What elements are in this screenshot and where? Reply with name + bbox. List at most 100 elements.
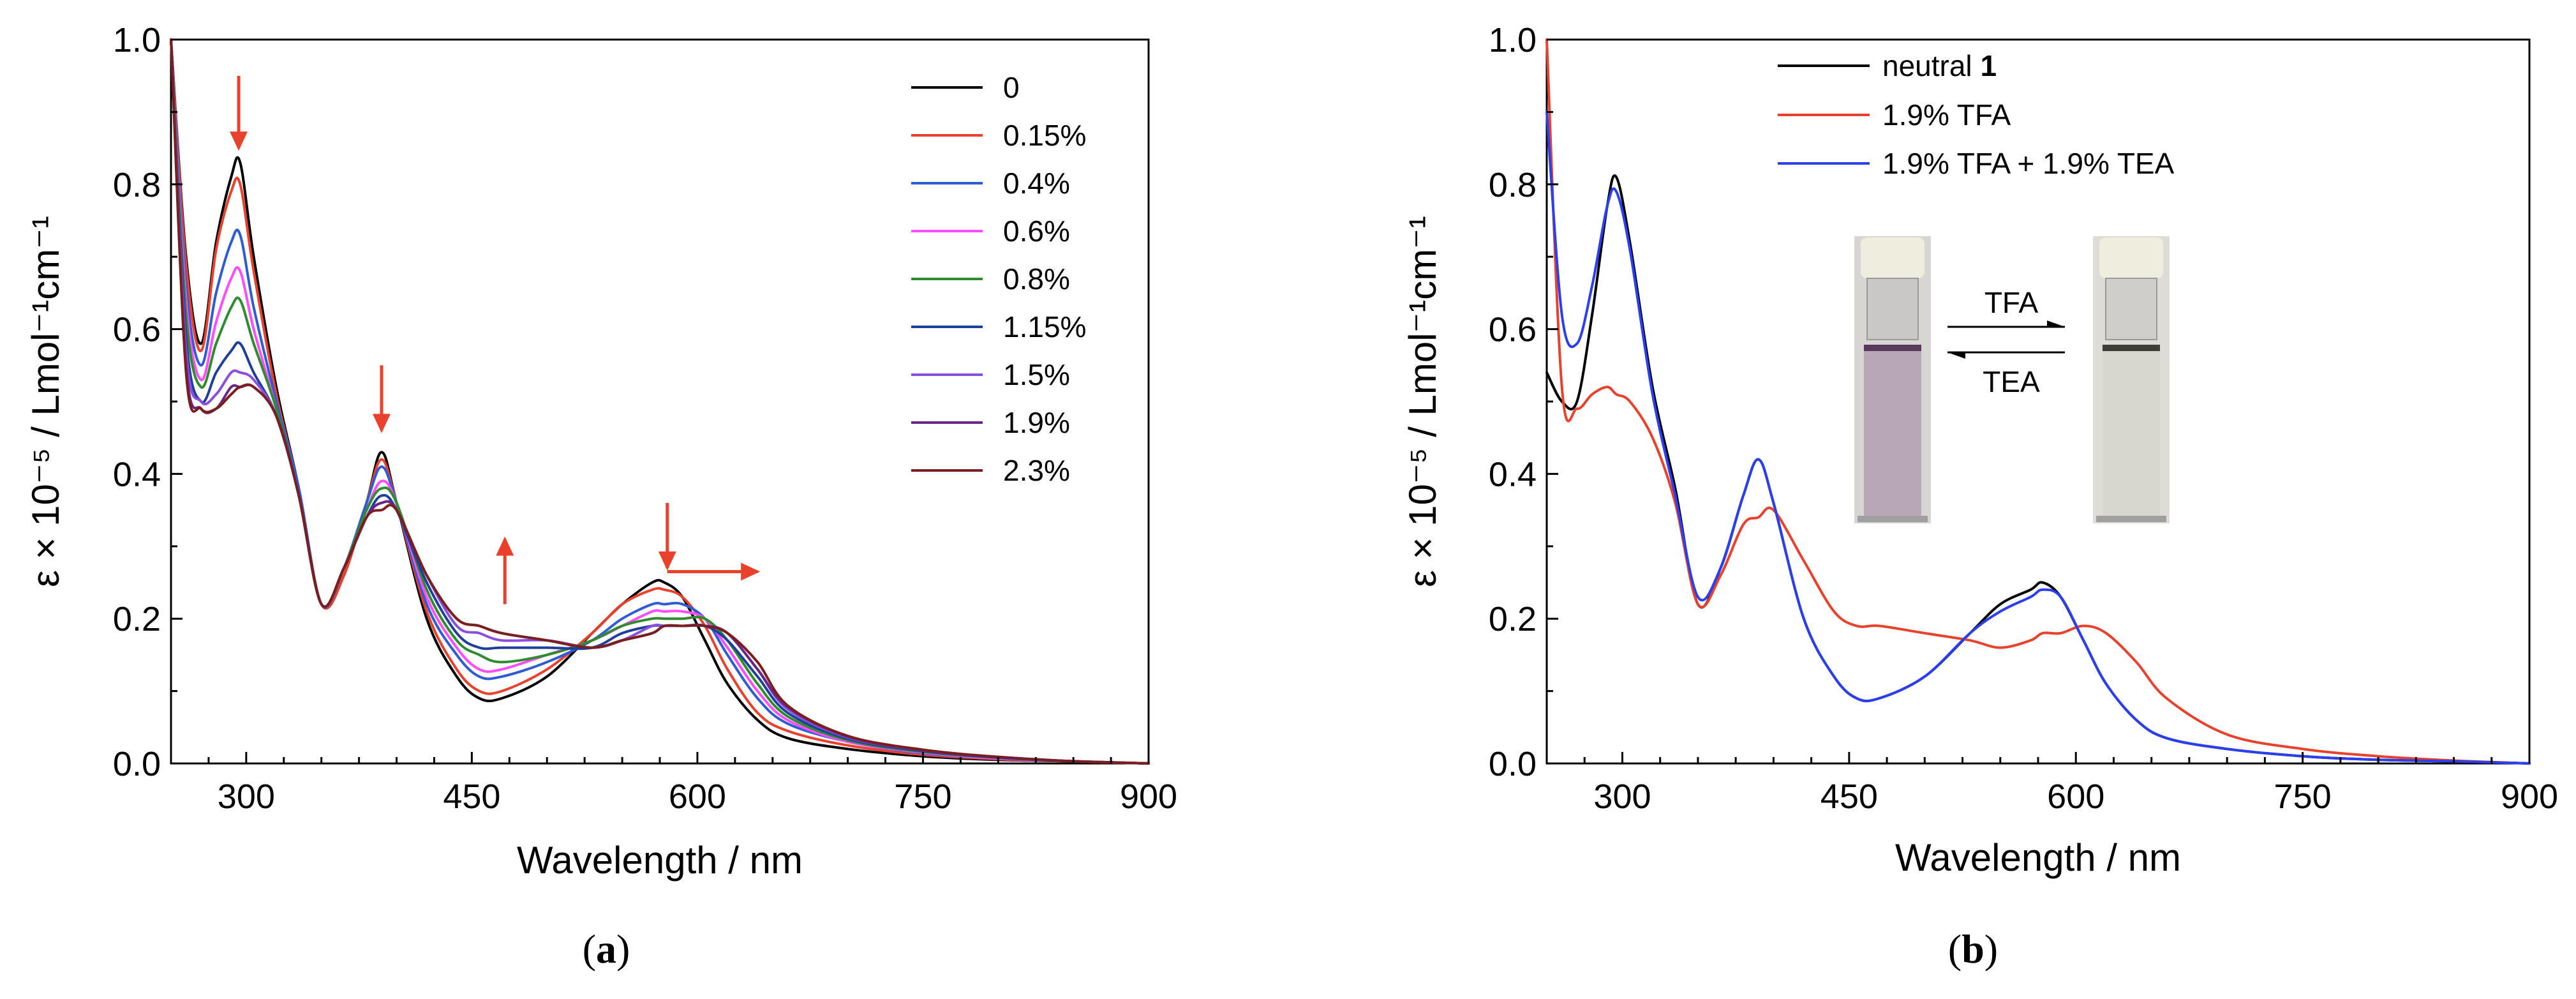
panel-b-y-ticks: 0.0 0.2 0.4 0.6 0.8 1.0	[1489, 21, 1558, 783]
panel-b-y-tick-label: 0.4	[1489, 455, 1537, 493]
legend-item: 1.5%	[911, 358, 1070, 391]
cuvette-left-cap	[1861, 237, 1925, 278]
panel-b-y-tick-label: 0.8	[1489, 166, 1537, 204]
panel-a-series-line	[170, 38, 1150, 765]
panel-b-y-tick-label: 1.0	[1489, 21, 1537, 59]
panel-a-arrows	[230, 75, 761, 605]
backward-reagent-label: TEA	[1983, 365, 2040, 398]
panel-a-annotation-arrow-head-icon	[658, 551, 676, 571]
panel-b-x-tick-label: 900	[2501, 777, 2558, 816]
panel-a-series-line	[170, 38, 1150, 765]
legend-label: 0.8%	[1003, 262, 1070, 296]
panel-a-y-tick-label: 0.8	[113, 166, 161, 204]
panel-a-y-tick-label: 0.0	[113, 745, 161, 783]
panel-b-series-line	[1545, 174, 2531, 765]
panel-a-legend: 0 0.15% 0.4% 0.6% 0.8% 1.15%	[911, 71, 1086, 487]
cuvette-left-meniscus	[1864, 345, 1921, 351]
panel-b-series-line	[1545, 38, 2531, 765]
legend-item: 1.15%	[911, 310, 1086, 343]
legend-item: 1.9% TFA	[1778, 98, 2011, 131]
panel-a-series-line	[170, 38, 1150, 765]
legend-item: neutral 1	[1778, 49, 1997, 82]
legend-label: 1.15%	[1003, 310, 1086, 343]
legend-label: 0.6%	[1003, 214, 1070, 248]
panel-a-x-tick-label: 600	[669, 777, 726, 816]
legend-item: 2.3%	[911, 454, 1070, 487]
panel-a-annotation-arrow-head-icon	[741, 562, 761, 581]
cuvette-right-base	[2096, 516, 2166, 522]
cuvette-right	[2093, 236, 2170, 523]
panel-a-x-tick-label: 900	[1120, 777, 1177, 816]
panel-b-x-tick-label: 450	[1820, 777, 1878, 816]
cuvette-right-neck	[2105, 278, 2157, 340]
panel-a-y-axis-title: ε × 10⁻⁵ / Lmol⁻¹cm⁻¹	[24, 216, 67, 587]
legend-label: 1.5%	[1003, 358, 1070, 391]
legend-item: 1.9% TFA + 1.9% TEA	[1778, 147, 2175, 180]
panel-a-frame	[170, 38, 1150, 765]
panel-a-series-line	[170, 38, 1150, 765]
forward-arrow-head-icon	[2047, 320, 2065, 327]
panel-a: 300 450 600 750 900 0.0 0.2 0.4 0.6 0.8 1.0 Wavel…	[24, 21, 1177, 972]
cuvette-right-cap	[2099, 237, 2163, 278]
legend-item: 0.15%	[911, 119, 1086, 152]
cuvette-left-liquid	[1864, 351, 1921, 516]
panel-a-series-line	[170, 38, 1150, 765]
panel-b-y-axis-title: ε × 10⁻⁵ / Lmol⁻¹cm⁻¹	[1401, 216, 1444, 587]
panel-a-series-line	[170, 38, 1150, 765]
legend-item: 0.8%	[911, 262, 1070, 296]
forward-reagent-label: TFA	[1984, 286, 2039, 319]
panel-a-series-line	[170, 38, 1150, 765]
panel-a-label: (a)	[583, 926, 630, 972]
equilibrium-arrows: TFA TEA	[1947, 286, 2065, 398]
panel-b-series	[1545, 38, 2531, 765]
cuvette-right-meniscus	[2103, 345, 2160, 351]
legend-label: neutral 1	[1882, 49, 1997, 82]
panel-b-legend: neutral 1 1.9% TFA 1.9% TFA + 1.9% TEA	[1778, 49, 2175, 180]
panel-b-y-tick-label: 0.0	[1489, 745, 1537, 783]
panel-b-y-tick-label: 0.6	[1489, 311, 1537, 349]
panel-b-label: (b)	[1948, 926, 1998, 972]
cuvette-left	[1854, 236, 1931, 523]
legend-label: 0.15%	[1003, 119, 1086, 152]
backward-arrow-head-icon	[1947, 352, 1965, 359]
legend-label: 1.9% TFA	[1882, 98, 2011, 131]
panel-a-annotation-arrow-head-icon	[230, 131, 248, 151]
cuvette-left-neck	[1866, 278, 1919, 340]
panel-a-y-ticks: 0.0 0.2 0.4 0.6 0.8 1.0	[113, 21, 182, 783]
legend-label: 0	[1003, 71, 1020, 104]
panel-a-x-axis-title: Wavelength / nm	[517, 839, 803, 882]
panel-b-y-tick-label: 0.2	[1489, 600, 1537, 638]
cuvette-right-liquid	[2103, 351, 2160, 516]
panel-a-x-tick-label: 300	[218, 777, 275, 816]
panel-b-x-tick-label: 750	[2274, 777, 2332, 816]
legend-item: 1.9%	[911, 406, 1070, 439]
panel-a-y-tick-label: 0.2	[113, 600, 161, 638]
panel-a-series-line	[170, 38, 1150, 765]
panel-a-annotation-arrow-head-icon	[372, 414, 391, 433]
panel-b-series-line	[1545, 110, 2531, 765]
legend-item: 0	[911, 71, 1020, 104]
panel-a-y-tick-label: 0.6	[113, 311, 161, 349]
panel-b-x-axis-title: Wavelength / nm	[1895, 836, 2181, 879]
panel-a-annotation-arrow-head-icon	[496, 536, 514, 556]
legend-item: 0.4%	[911, 167, 1070, 200]
legend-label: 1.9% TFA + 1.9% TEA	[1882, 147, 2175, 180]
legend-label: 1.9%	[1003, 406, 1070, 439]
cuvette-left-base	[1858, 516, 1928, 522]
panel-a-y-tick-label: 1.0	[113, 21, 161, 59]
legend-label: 2.3%	[1003, 454, 1070, 487]
panel-b-x-ticks: 300 450 600 750 900	[1545, 752, 2558, 816]
panel-b-x-tick-label: 300	[1593, 777, 1651, 816]
panel-a-x-ticks: 300 450 600 750 900	[170, 752, 1177, 816]
panel-a-x-tick-label: 750	[894, 777, 951, 816]
panel-a-y-tick-label: 0.4	[113, 455, 161, 493]
cuvette-inset: TFA TEA	[1854, 236, 2170, 523]
legend-item: 0.6%	[911, 214, 1070, 248]
panel-b-x-tick-label: 600	[2047, 777, 2104, 816]
panel-a-x-tick-label: 450	[443, 777, 500, 816]
panel-a-series	[170, 38, 1150, 765]
panel-a-series-line	[170, 38, 1150, 765]
panel-b: 300 450 600 750 900 0.0 0.2 0.4 0.6 0.8 1.0 Wavel…	[1401, 21, 2558, 972]
